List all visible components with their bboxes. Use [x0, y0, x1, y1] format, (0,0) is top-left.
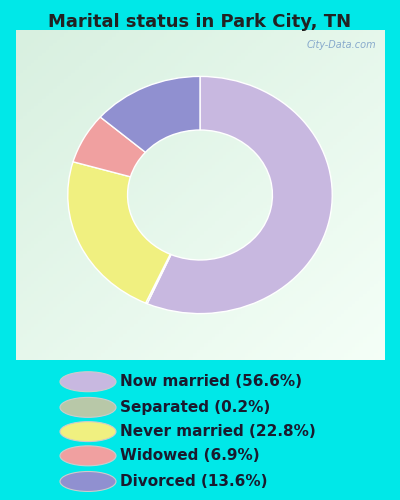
Circle shape	[60, 446, 116, 466]
Wedge shape	[147, 76, 332, 314]
Text: Divorced (13.6%): Divorced (13.6%)	[120, 474, 268, 489]
Wedge shape	[68, 162, 170, 303]
Wedge shape	[100, 76, 200, 152]
Circle shape	[60, 422, 116, 442]
Text: Marital status in Park City, TN: Marital status in Park City, TN	[48, 13, 352, 31]
Text: Separated (0.2%): Separated (0.2%)	[120, 400, 270, 415]
Circle shape	[60, 472, 116, 492]
Wedge shape	[73, 117, 145, 177]
Text: Widowed (6.9%): Widowed (6.9%)	[120, 448, 260, 464]
Text: Now married (56.6%): Now married (56.6%)	[120, 374, 302, 389]
Text: City-Data.com: City-Data.com	[307, 40, 377, 50]
Circle shape	[60, 372, 116, 392]
Text: Never married (22.8%): Never married (22.8%)	[120, 424, 316, 439]
Wedge shape	[146, 254, 171, 304]
Circle shape	[60, 398, 116, 417]
